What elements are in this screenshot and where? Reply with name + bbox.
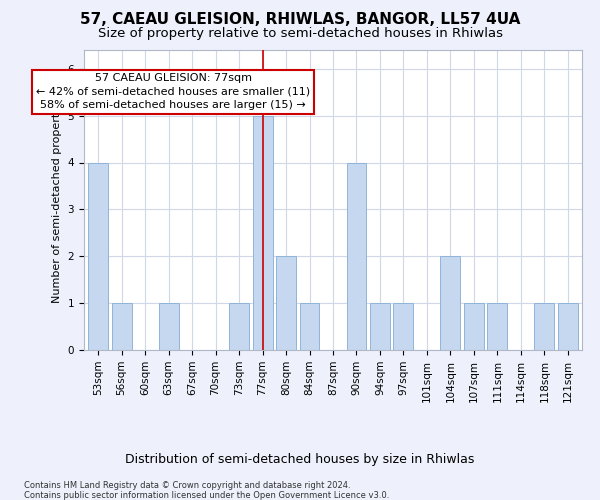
Bar: [276, 256, 296, 350]
Bar: [464, 303, 484, 350]
Bar: [535, 303, 554, 350]
Bar: [487, 303, 508, 350]
Text: 57, CAEAU GLEISION, RHIWLAS, BANGOR, LL57 4UA: 57, CAEAU GLEISION, RHIWLAS, BANGOR, LL5…: [80, 12, 520, 28]
Y-axis label: Number of semi-detached properties: Number of semi-detached properties: [52, 97, 62, 303]
Bar: [370, 303, 390, 350]
Bar: [112, 303, 131, 350]
Text: 57 CAEAU GLEISION: 77sqm
← 42% of semi-detached houses are smaller (11)
58% of s: 57 CAEAU GLEISION: 77sqm ← 42% of semi-d…: [36, 74, 310, 110]
Text: Size of property relative to semi-detached houses in Rhiwlas: Size of property relative to semi-detach…: [97, 28, 503, 40]
Bar: [229, 303, 249, 350]
Text: Contains HM Land Registry data © Crown copyright and database right 2024.: Contains HM Land Registry data © Crown c…: [24, 481, 350, 490]
Bar: [394, 303, 413, 350]
Text: Distribution of semi-detached houses by size in Rhiwlas: Distribution of semi-detached houses by …: [125, 452, 475, 466]
Bar: [299, 303, 319, 350]
Bar: [558, 303, 578, 350]
Text: Contains public sector information licensed under the Open Government Licence v3: Contains public sector information licen…: [24, 491, 389, 500]
Bar: [253, 116, 272, 350]
Bar: [88, 162, 108, 350]
Bar: [347, 162, 367, 350]
Bar: [158, 303, 179, 350]
Bar: [440, 256, 460, 350]
